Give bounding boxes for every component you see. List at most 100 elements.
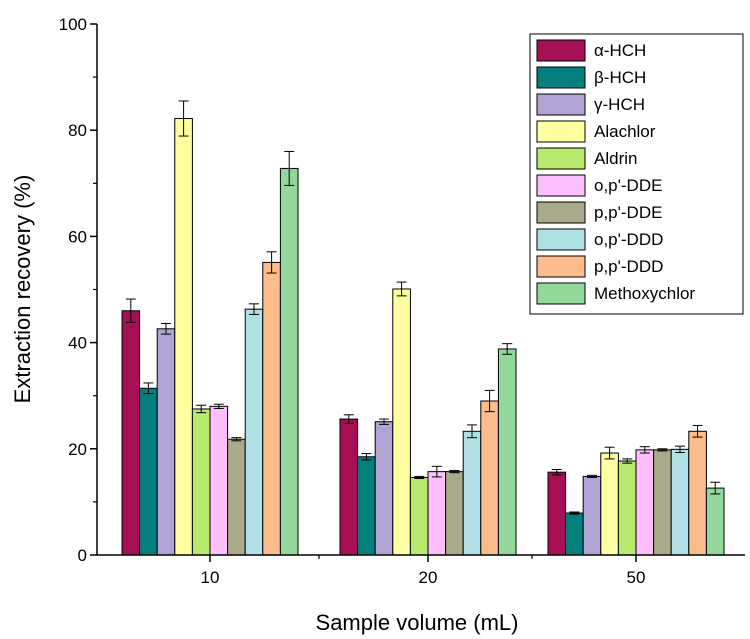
error-bar-10-1 — [143, 382, 154, 395]
bar-10-4 — [191, 408, 211, 556]
y-tick-label-20: 20 — [68, 440, 87, 459]
error-bar-50-6 — [657, 448, 668, 452]
legend-swatch — [536, 255, 586, 278]
legend-swatch — [536, 228, 586, 251]
legend-swatch — [536, 147, 586, 170]
bar-50-6 — [653, 449, 672, 556]
bar-50-9 — [705, 487, 725, 556]
error-bar-10-4 — [196, 404, 207, 414]
legend-label: γ-HCH — [594, 95, 645, 114]
error-bar-20-6 — [449, 470, 460, 474]
error-bar-20-3 — [396, 281, 407, 297]
legend-item-8: p,p'-DDD — [536, 255, 663, 278]
error-bar-10-6 — [231, 437, 242, 442]
bar-20-5 — [427, 471, 447, 556]
error-bar-50-3 — [604, 446, 615, 460]
bar-20-8 — [480, 400, 499, 556]
y-tick-label-100: 100 — [59, 15, 87, 34]
error-bar-50-4 — [622, 458, 633, 464]
error-bar-20-1 — [361, 453, 372, 461]
error-bar-10-0 — [125, 298, 136, 323]
legend-swatch — [536, 93, 586, 116]
error-bar-10-9 — [284, 150, 295, 186]
bar-20-4 — [409, 476, 429, 556]
error-bar-20-9 — [502, 343, 513, 355]
error-bar-50-1 — [569, 511, 580, 515]
error-bar-50-0 — [551, 469, 562, 476]
bar-50-3 — [600, 452, 619, 556]
x-axis-title: Sample volume (mL) — [316, 610, 519, 635]
y-axis-title: Extraction recovery (%) — [10, 175, 35, 404]
bar-50-1 — [565, 512, 584, 556]
bar-20-9 — [497, 348, 517, 556]
legend-swatch — [536, 174, 586, 197]
bar-10-2 — [156, 328, 176, 556]
error-bar-50-7 — [675, 445, 685, 454]
error-bar-50-8 — [692, 424, 703, 438]
error-bar-20-5 — [431, 465, 442, 478]
error-bar-10-2 — [161, 322, 171, 335]
error-bar-20-0 — [343, 414, 354, 424]
x-tick-label-10: 10 — [201, 568, 220, 587]
bar-10-7 — [244, 308, 264, 556]
legend-item-0: α-HCH — [536, 39, 646, 62]
legend-item-3: Alachlor — [536, 120, 656, 143]
error-bar-10-3 — [178, 100, 189, 137]
legend-item-7: o,p'-DDD — [536, 228, 663, 251]
y-tick-label-0: 0 — [78, 546, 87, 565]
legend-item-2: γ-HCH — [536, 93, 645, 116]
bar-20-1 — [357, 456, 376, 556]
legend-swatch — [536, 201, 586, 224]
error-bars-layer — [125, 100, 721, 515]
legend-item-9: Methoxychlor — [536, 282, 695, 305]
bar-50-4 — [617, 460, 637, 556]
x-tick-label-50: 50 — [627, 568, 646, 587]
bar-10-6 — [227, 438, 246, 556]
legend-label: α-HCH — [594, 41, 646, 60]
bars-layer — [121, 118, 725, 556]
bar-20-2 — [374, 421, 394, 556]
error-bar-20-8 — [484, 389, 495, 413]
bar-50-8 — [688, 430, 707, 556]
bar-10-5 — [209, 405, 229, 556]
legend-item-4: Aldrin — [536, 147, 637, 170]
bar-10-3 — [174, 118, 193, 556]
legend-label: o,p'-DDD — [594, 230, 663, 249]
legend-swatch — [536, 39, 586, 62]
error-bar-10-5 — [213, 403, 224, 409]
x-tick-label-20: 20 — [419, 568, 438, 587]
legend: α-HCH β-HCH γ-HCH Alachlor Aldrin o,p'-DDE p,p… — [529, 33, 744, 315]
legend-item-6: p,p'-DDE — [536, 201, 662, 224]
error-bar-50-5 — [639, 446, 650, 454]
bar-50-0 — [547, 471, 567, 556]
legend-label: p,p'-DDE — [594, 203, 662, 222]
bar-10-9 — [279, 167, 299, 556]
bar-20-7 — [462, 430, 482, 556]
bar-10-0 — [121, 310, 141, 556]
y-tick-label-80: 80 — [68, 121, 87, 140]
error-bar-20-2 — [379, 418, 389, 425]
bar-20-6 — [445, 471, 464, 556]
legend-label: Alachlor — [594, 122, 656, 141]
bar-10-8 — [262, 261, 281, 556]
error-bar-10-8 — [266, 251, 277, 274]
y-tick-label-60: 60 — [68, 227, 87, 246]
legend-label: o,p'-DDE — [594, 176, 662, 195]
bar-20-0 — [339, 418, 359, 556]
error-bar-20-7 — [467, 424, 477, 439]
bar-50-5 — [635, 449, 655, 556]
error-bar-50-2 — [587, 474, 597, 478]
legend-item-5: o,p'-DDE — [536, 174, 662, 197]
legend-swatch — [536, 282, 586, 305]
error-bar-20-4 — [414, 475, 425, 480]
error-bar-50-9 — [710, 481, 721, 495]
legend-swatch — [536, 66, 586, 89]
legend-label: p,p'-DDD — [594, 257, 663, 276]
axes-layer: 0 20 40 60 80 100 10 20 50 — [59, 15, 745, 587]
error-bar-10-7 — [249, 303, 259, 315]
legend-swatch — [536, 120, 586, 143]
legend-label: Methoxychlor — [594, 284, 695, 303]
bar-20-3 — [392, 288, 411, 556]
bar-50-7 — [670, 448, 690, 556]
